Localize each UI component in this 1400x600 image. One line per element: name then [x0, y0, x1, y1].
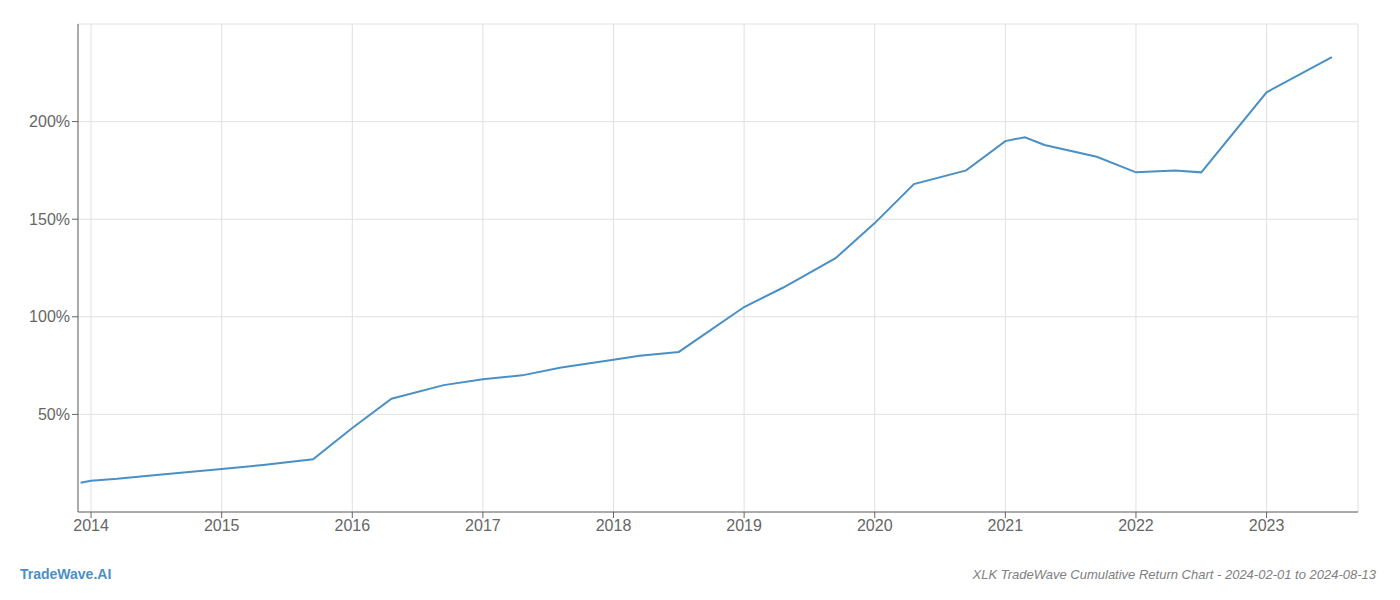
- svg-text:2021: 2021: [988, 517, 1024, 534]
- svg-text:2020: 2020: [857, 517, 893, 534]
- svg-text:200%: 200%: [29, 113, 70, 130]
- svg-text:2018: 2018: [596, 517, 632, 534]
- html-text:TradeWave.AI: TradeWave.AI: [20, 566, 112, 582]
- svg-text:2017: 2017: [465, 517, 501, 534]
- svg-text:50%: 50%: [38, 406, 70, 423]
- svg-text:2023: 2023: [1249, 517, 1285, 534]
- svg-text:150%: 150%: [29, 211, 70, 228]
- svg-text:2022: 2022: [1118, 517, 1154, 534]
- svg-text:2014: 2014: [73, 517, 109, 534]
- svg-text:2016: 2016: [334, 517, 370, 534]
- svg-text:2019: 2019: [726, 517, 762, 534]
- html-text:XLK TradeWave Cumulative Retur: XLK TradeWave Cumulative Return Chart - …: [972, 567, 1376, 582]
- svg-text:2015: 2015: [204, 517, 240, 534]
- svg-text:100%: 100%: [29, 308, 70, 325]
